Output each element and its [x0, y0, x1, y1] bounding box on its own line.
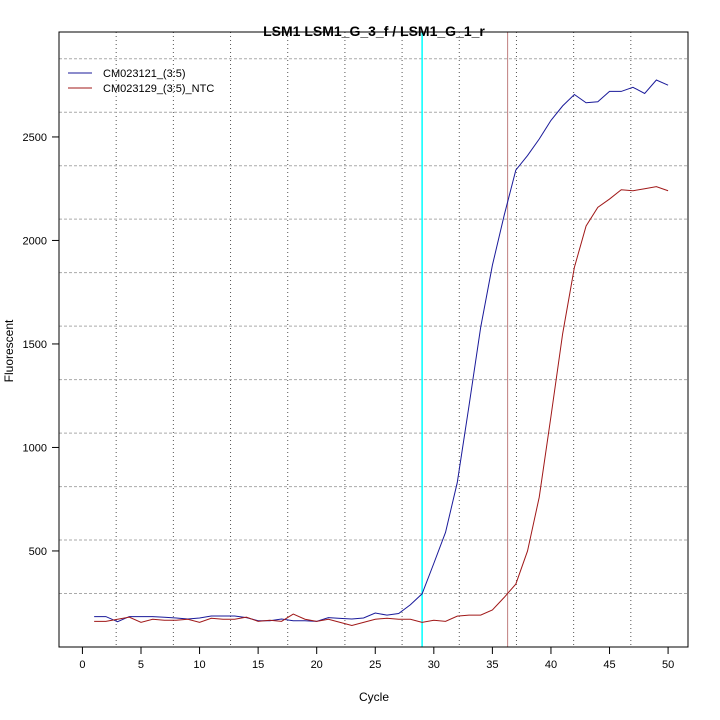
- series-line-0: [94, 79, 669, 623]
- plot-frame: [58, 31, 689, 648]
- y-tick-label: 1000: [23, 442, 47, 454]
- x-tick-label: 50: [662, 659, 674, 671]
- legend-label-1: CM023129_(3:5)_NTC: [103, 83, 214, 95]
- x-tick-label: 0: [79, 659, 85, 671]
- y-axis: 500 1000 1500 2000 2500: [23, 132, 59, 558]
- x-tick-label: 40: [545, 659, 557, 671]
- x-axis: 0 5 10 15 20 25 30 35 40 45 50: [79, 647, 674, 671]
- series-lines: [94, 79, 669, 626]
- y-tick-label: 500: [29, 546, 47, 558]
- grid: [59, 32, 688, 647]
- x-tick-label: 15: [252, 659, 264, 671]
- x-tick-label: 5: [138, 659, 144, 671]
- series-line-1: [94, 186, 669, 626]
- y-tick-label: 2500: [23, 132, 47, 144]
- y-axis-label: Fluorescent: [2, 319, 16, 382]
- y-tick-label: 1500: [23, 339, 47, 351]
- x-tick-label: 35: [486, 659, 498, 671]
- x-axis-label: Cycle: [359, 690, 389, 704]
- y-tick-label: 2000: [23, 235, 47, 247]
- x-tick-label: 10: [193, 659, 205, 671]
- x-tick-label: 20: [311, 659, 323, 671]
- legend: CM023121_(3:5) CM023129_(3:5)_NTC: [68, 68, 214, 95]
- marker-lines: [421, 32, 509, 647]
- x-tick-label: 30: [428, 659, 440, 671]
- x-tick-label: 45: [603, 659, 615, 671]
- chart-title: LSM1 LSM1_G_3_f / LSM1_G_1_r: [263, 23, 485, 39]
- legend-label-0: CM023121_(3:5): [103, 68, 186, 80]
- x-tick-label: 25: [369, 659, 381, 671]
